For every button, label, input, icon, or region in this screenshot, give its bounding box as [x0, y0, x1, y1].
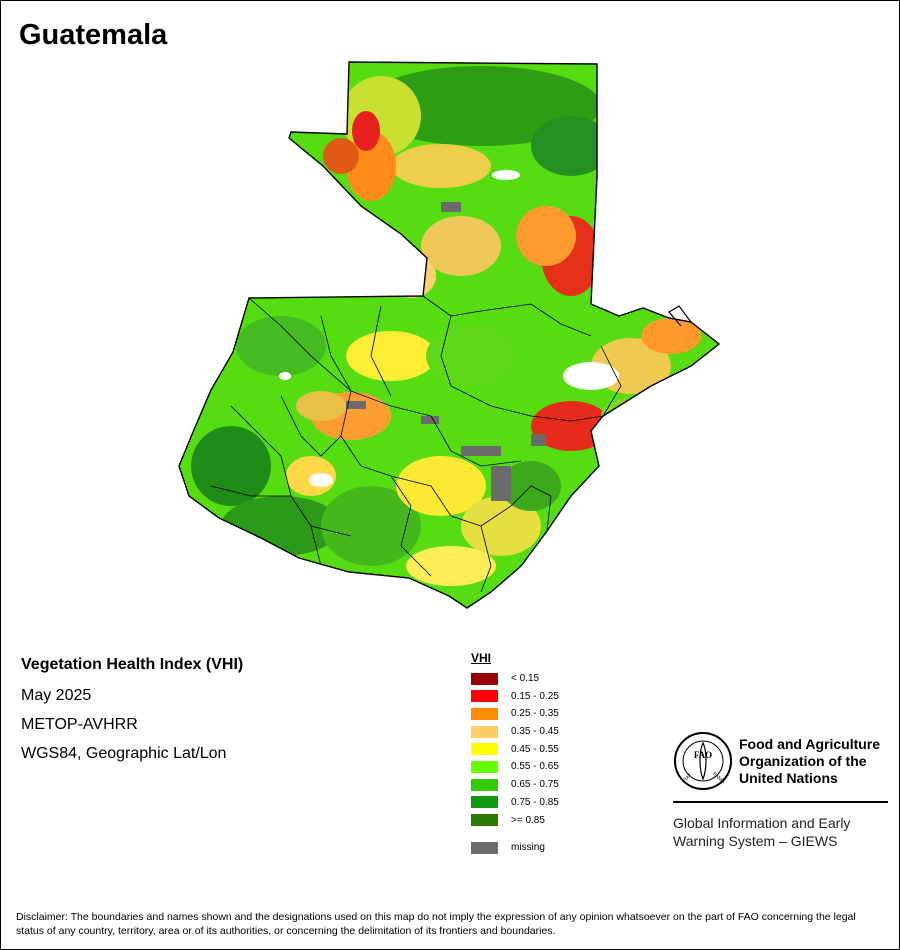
branding-divider: [673, 801, 888, 803]
legend-row-missing: missing: [471, 839, 621, 856]
vhi-map: [151, 56, 741, 616]
vhi-legend: VHI < 0.15 0.15 - 0.25 0.25 - 0.35 0.35 …: [471, 651, 621, 857]
giews-system-name: Global Information and Early Warning Sys…: [673, 814, 850, 850]
legend-label: 0.25 - 0.35: [511, 708, 559, 720]
svg-text:FIAT: FIAT: [681, 773, 693, 784]
legend-swatch: [471, 725, 498, 738]
legend-row: 0.65 - 0.75: [471, 776, 621, 793]
info-title: Vegetation Health Index (VHI): [21, 656, 244, 673]
legend-row: 0.35 - 0.45: [471, 723, 621, 740]
legend-swatch: [471, 796, 498, 809]
system-line-1: Global Information and Early: [673, 815, 851, 831]
legend-label: 0.65 - 0.75: [511, 779, 559, 791]
legend-row: 0.75 - 0.85: [471, 794, 621, 811]
legend-title: VHI: [471, 651, 492, 665]
coastline-hook: [668, 305, 692, 327]
legend-swatch: [471, 814, 498, 826]
info-projection: WGS84, Geographic Lat/Lon: [21, 745, 227, 762]
legend-label: 0.35 - 0.45: [511, 726, 559, 738]
fao-logo-icon: FAO FIAT PANIS: [673, 731, 733, 791]
legend-row: >= 0.85: [471, 812, 621, 829]
legend-swatch: [471, 778, 498, 791]
disclaimer-text: Disclaimer: The boundaries and names sho…: [16, 911, 856, 937]
map-info: Vegetation Health Index (VHI) May 2025 M…: [21, 656, 243, 774]
legend-label-missing: missing: [511, 842, 545, 854]
legend-swatch: [471, 690, 498, 703]
legend-label: 0.45 - 0.55: [511, 743, 559, 755]
legend-row: 0.25 - 0.35: [471, 705, 621, 722]
legend-label: 0.55 - 0.65: [511, 761, 559, 773]
legend-label: 0.75 - 0.85: [511, 796, 559, 808]
legend-swatch: [471, 707, 498, 720]
org-line-1: Food and Agriculture: [739, 736, 881, 752]
legend-swatch-missing: [471, 841, 498, 854]
map-title: Guatemala: [19, 19, 168, 51]
svg-text:FAO: FAO: [694, 750, 712, 760]
info-date: May 2025: [21, 687, 92, 704]
legend-label: < 0.15: [511, 673, 540, 684]
department-boundaries: [210, 295, 622, 593]
org-line-2: Organization of the: [739, 753, 867, 769]
legend-swatch: [471, 760, 498, 773]
legend-row: 0.55 - 0.65: [471, 758, 621, 775]
fao-organization-name: Food and Agriculture Organization of the…: [739, 736, 880, 787]
legend-swatch: [471, 743, 498, 756]
legend-label: 0.15 - 0.25: [511, 690, 559, 702]
legend-row: 0.45 - 0.55: [471, 741, 621, 758]
info-sensor: METOP-AVHRR: [21, 716, 138, 733]
legend-row: < 0.15: [471, 670, 621, 687]
legend-label: >= 0.85: [511, 814, 545, 826]
system-line-2: Warning System – GIEWS: [673, 833, 838, 849]
legend-swatch: [471, 672, 498, 685]
org-line-3: United Nations: [739, 770, 838, 786]
vhi-raster-patches: [191, 66, 701, 586]
legend-row: 0.15 - 0.25: [471, 688, 621, 705]
